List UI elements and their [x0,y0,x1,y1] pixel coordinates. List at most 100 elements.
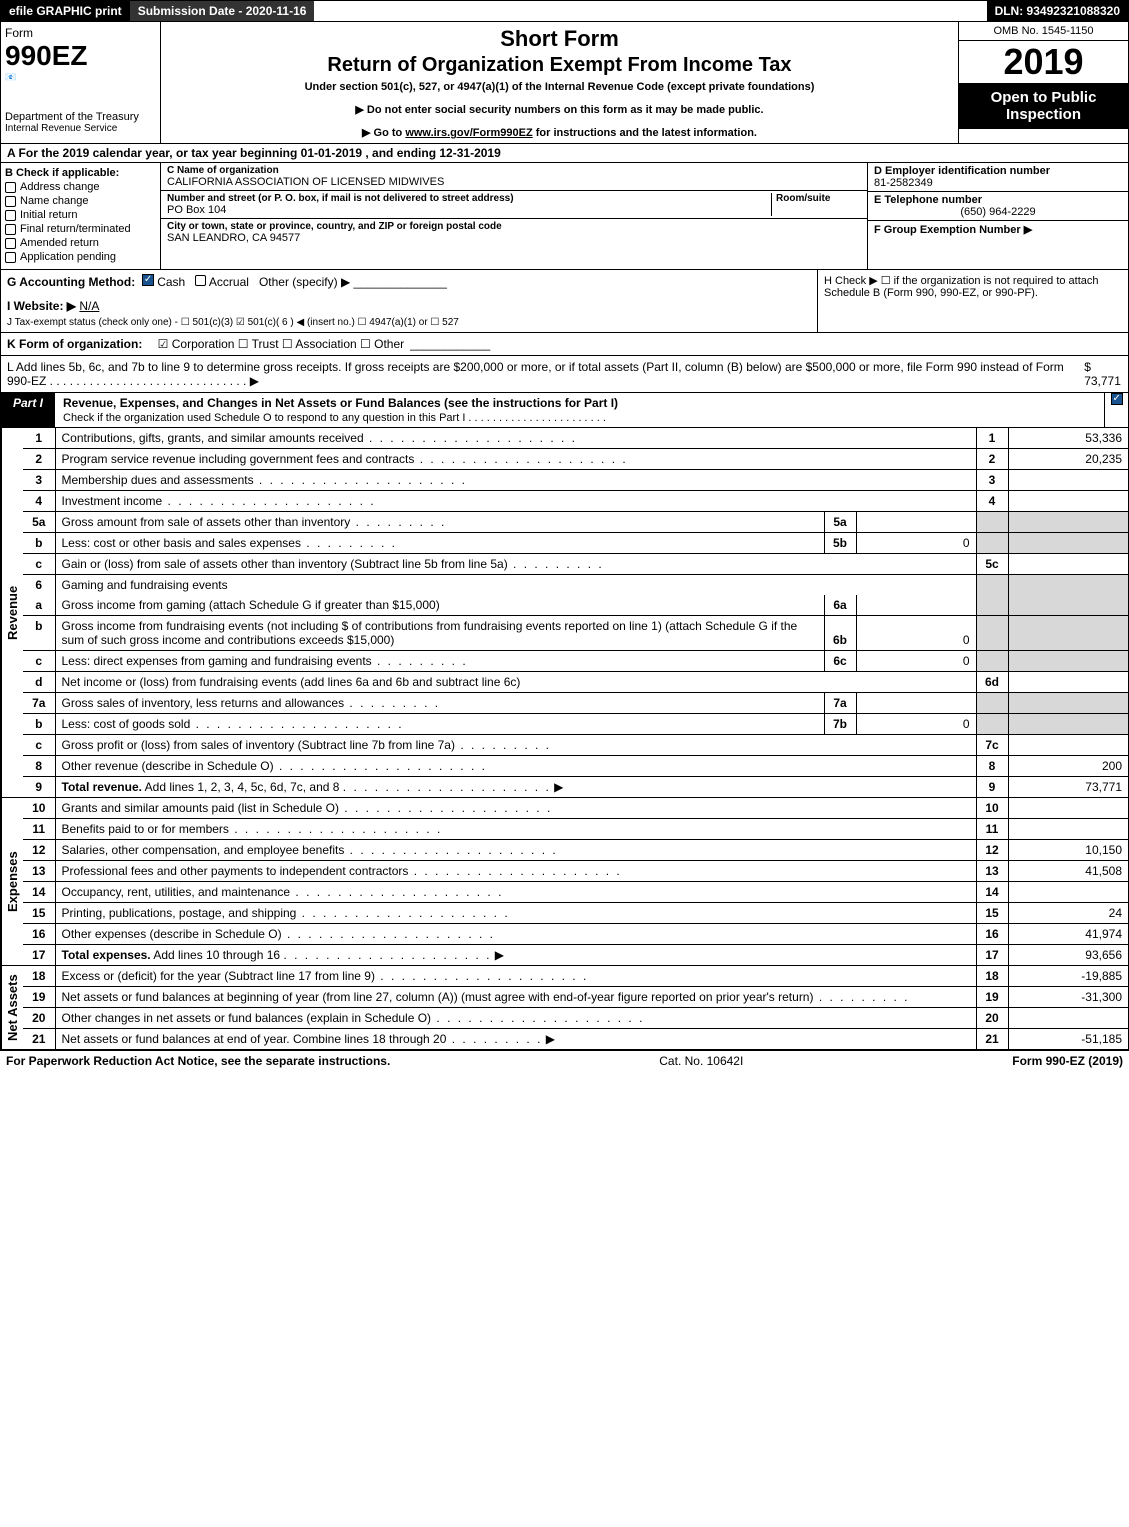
chk-accrual[interactable] [195,275,206,286]
department: Department of the Treasury [5,111,156,123]
line-5c: c Gain or (loss) from sale of assets oth… [23,554,1128,575]
line-11: 11 Benefits paid to or for members 11 [23,819,1128,840]
chk-name-change[interactable]: Name change [5,195,156,207]
f-label: F Group Exemption Number ▶ [874,224,1032,236]
line-1: 1 Contributions, gifts, grants, and simi… [23,428,1128,449]
irs-label: Internal Revenue Service [5,123,156,134]
line-3: 3 Membership dues and assessments 3 [23,470,1128,491]
header-middle: Short Form Return of Organization Exempt… [161,22,958,143]
part-i-tab: Part I [1,393,55,427]
col-c: C Name of organization CALIFORNIA ASSOCI… [161,163,868,269]
line-21: 21 Net assets or fund balances at end of… [23,1029,1128,1050]
line-7a: 7a Gross sales of inventory, less return… [23,693,1128,714]
col-b: B Check if applicable: Address change Na… [1,163,161,269]
omb-number: OMB No. 1545-1150 [959,22,1128,41]
line-6c: c Less: direct expenses from gaming and … [23,651,1128,672]
line-10: 10 Grants and similar amounts paid (list… [23,798,1128,819]
top-bar: efile GRAPHIC print Submission Date - 20… [0,0,1129,22]
page-footer: For Paperwork Reduction Act Notice, see … [0,1050,1129,1071]
room-label: Room/suite [776,193,861,204]
net-assets-section: Net Assets 18 Excess or (deficit) for th… [0,966,1129,1050]
line-9: 9 Total revenue. Add lines 1, 2, 3, 4, 5… [23,777,1128,798]
i-website: I Website: ▶ N/A [7,299,811,313]
line-16: 16 Other expenses (describe in Schedule … [23,924,1128,945]
line-6b: b Gross income from fundraising events (… [23,616,1128,651]
part-i-title: Revenue, Expenses, and Changes in Net As… [55,393,1104,427]
tax-year: 2019 [959,41,1128,83]
revenue-tab: Revenue [1,428,23,797]
efile-label[interactable]: efile GRAPHIC print [1,1,130,21]
e-label: E Telephone number [874,194,1122,206]
c-street-label: Number and street (or P. O. box, if mail… [167,193,771,204]
open-to-public: Open to Public Inspection [959,83,1128,129]
footer-catalog: Cat. No. 10642I [659,1054,743,1068]
chk-initial-return[interactable]: Initial return [5,209,156,221]
revenue-table: 1 Contributions, gifts, grants, and simi… [23,428,1128,797]
chk-cash[interactable] [142,274,154,286]
line-14: 14 Occupancy, rent, utilities, and maint… [23,882,1128,903]
j-tax-exempt: J Tax-exempt status (check only one) - ☐… [7,317,811,328]
row-k: K Form of organization: ☑ Corporation ☐ … [0,333,1129,356]
ein: 81-2582349 [874,177,1122,189]
c-name-label: C Name of organization [167,165,861,176]
line-8: 8 Other revenue (describe in Schedule O)… [23,756,1128,777]
title-return: Return of Organization Exempt From Incom… [169,54,950,77]
part-i-header: Part I Revenue, Expenses, and Changes in… [0,393,1129,428]
chk-amended-return[interactable]: Amended return [5,237,156,249]
line-2: 2 Program service revenue including gove… [23,449,1128,470]
title-short-form: Short Form [169,26,950,52]
line-5a: 5a Gross amount from sale of assets othe… [23,512,1128,533]
line-20: 20 Other changes in net assets or fund b… [23,1008,1128,1029]
line-13: 13 Professional fees and other payments … [23,861,1128,882]
telephone: (650) 964-2229 [874,206,1122,218]
org-name: CALIFORNIA ASSOCIATION OF LICENSED MIDWI… [167,176,861,188]
chk-address-change[interactable]: Address change [5,181,156,193]
line-17: 17 Total expenses. Add lines 10 through … [23,945,1128,966]
section-bcdef: B Check if applicable: Address change Na… [0,163,1129,270]
net-assets-tab: Net Assets [1,966,23,1049]
net-assets-table: 18 Excess or (deficit) for the year (Sub… [23,966,1128,1049]
row-gh: G Accounting Method: Cash Accrual Other … [0,270,1129,333]
expenses-table: 10 Grants and similar amounts paid (list… [23,798,1128,965]
chk-application-pending[interactable]: Application pending [5,251,156,263]
line-6d: d Net income or (loss) from fundraising … [23,672,1128,693]
footer-left: For Paperwork Reduction Act Notice, see … [6,1054,390,1068]
d-label: D Employer identification number [874,165,1122,177]
chk-final-return[interactable]: Final return/terminated [5,223,156,235]
org-street: PO Box 104 [167,204,771,216]
line-6a: a Gross income from gaming (attach Sched… [23,595,1128,616]
line-18: 18 Excess or (deficit) for the year (Sub… [23,966,1128,987]
submission-date: Submission Date - 2020-11-16 [130,1,315,21]
c-city-label: City or town, state or province, country… [167,221,861,232]
form-word: Form [5,26,156,40]
expenses-tab: Expenses [1,798,23,965]
note-ssn: ▶ Do not enter social security numbers o… [169,103,950,116]
b-label: B Check if applicable: [5,167,156,179]
g-accounting: G Accounting Method: Cash Accrual Other … [7,274,811,289]
gross-receipts: $ 73,771 [1084,360,1122,388]
header-right: OMB No. 1545-1150 2019 Open to Public In… [958,22,1128,143]
footer-form: Form 990-EZ (2019) [1012,1054,1123,1068]
line-19: 19 Net assets or fund balances at beginn… [23,987,1128,1008]
line-15: 15 Printing, publications, postage, and … [23,903,1128,924]
form-header: Form 990EZ 📧 Department of the Treasury … [0,22,1129,144]
row-l: L Add lines 5b, 6c, and 7b to line 9 to … [0,356,1129,393]
line-4: 4 Investment income 4 [23,491,1128,512]
line-5b: b Less: cost or other basis and sales ex… [23,533,1128,554]
part-i-check[interactable] [1104,393,1128,427]
dln: DLN: 93492321088320 [987,1,1128,21]
revenue-section: Revenue 1 Contributions, gifts, grants, … [0,428,1129,798]
header-left: Form 990EZ 📧 Department of the Treasury … [1,22,161,143]
h-check: H Check ▶ ☐ if the organization is not r… [818,270,1128,332]
line-7c: c Gross profit or (loss) from sales of i… [23,735,1128,756]
line-7b: b Less: cost of goods sold 7b 0 [23,714,1128,735]
subtitle: Under section 501(c), 527, or 4947(a)(1)… [169,81,950,93]
org-city: SAN LEANDRO, CA 94577 [167,232,861,244]
row-a: A For the 2019 calendar year, or tax yea… [0,144,1129,163]
line-6: 6 Gaming and fundraising events [23,575,1128,596]
note-link[interactable]: ▶ Go to www.irs.gov/Form990EZ for instru… [169,126,950,139]
expenses-section: Expenses 10 Grants and similar amounts p… [0,798,1129,966]
col-def: D Employer identification number 81-2582… [868,163,1128,269]
form-number: 990EZ [5,40,156,72]
line-12: 12 Salaries, other compensation, and emp… [23,840,1128,861]
